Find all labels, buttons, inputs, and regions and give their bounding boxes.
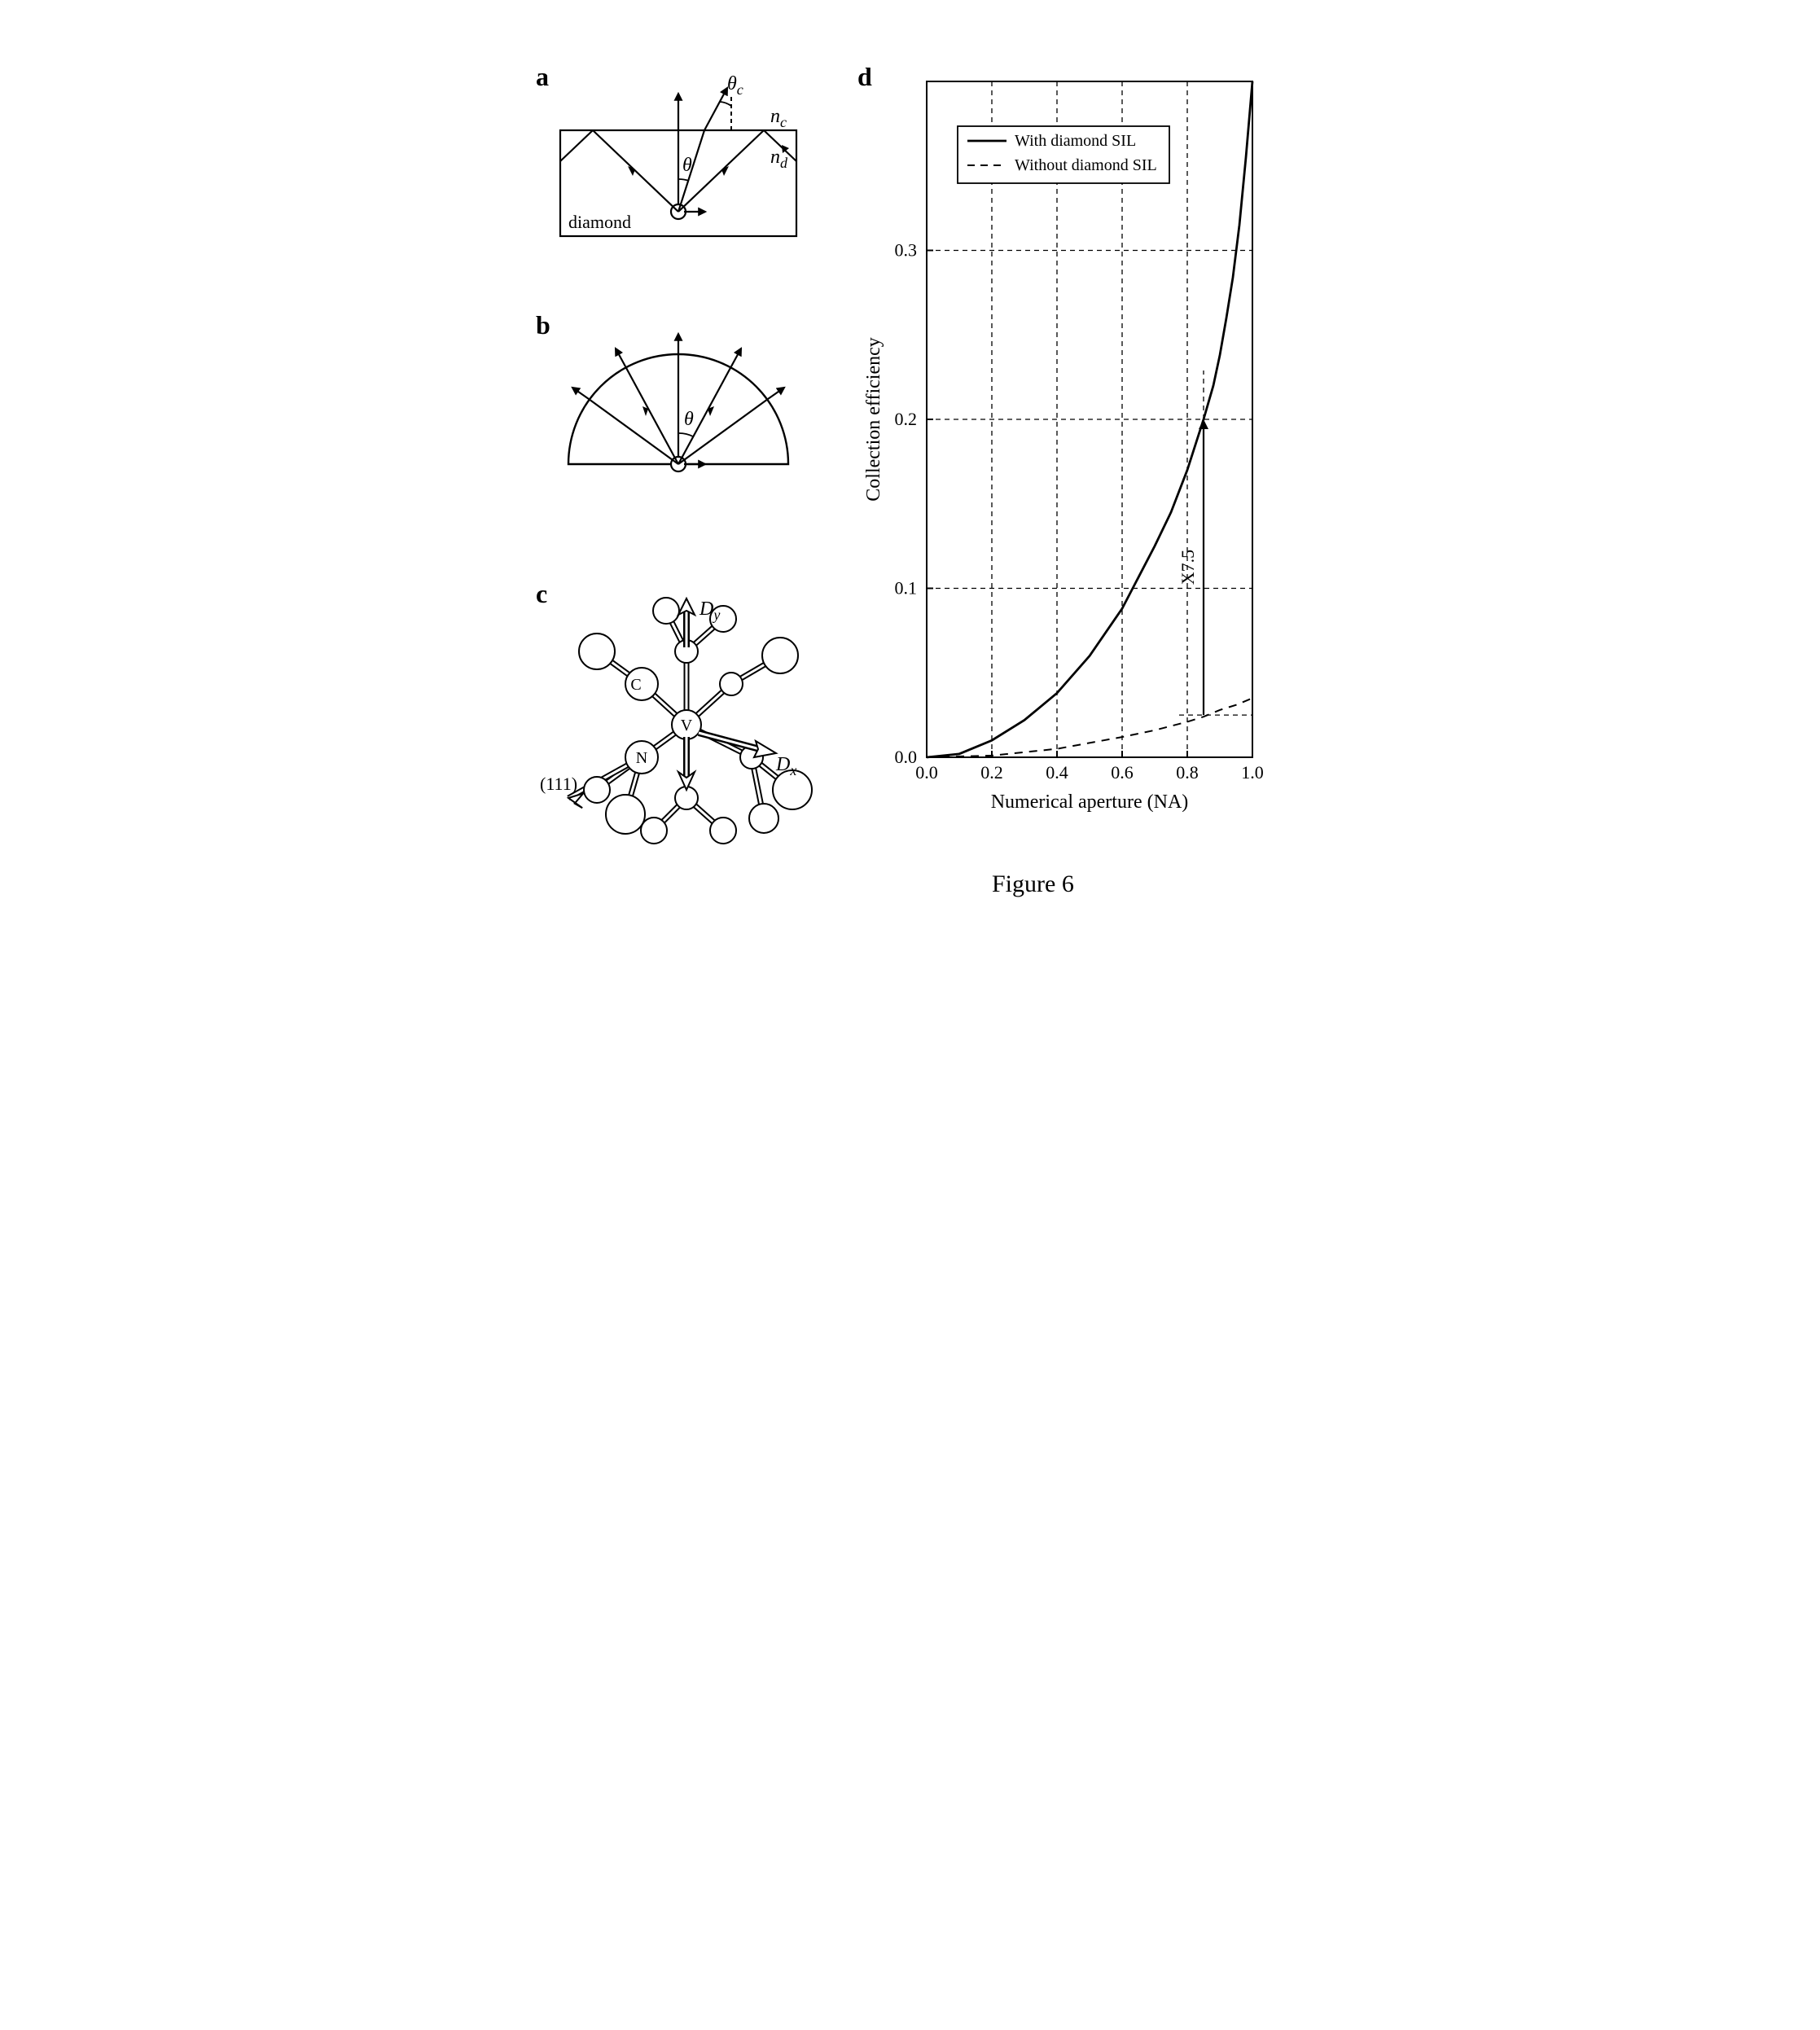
svg-text:0.0: 0.0 (915, 762, 938, 783)
theta-c-label: θc (727, 73, 743, 98)
panel-label-a: a (536, 62, 549, 91)
n-atom-label: N (635, 749, 647, 767)
theta-label-b: θ (684, 409, 694, 430)
svg-text:0.8: 0.8 (1176, 762, 1199, 783)
svg-text:X7.5: X7.5 (1178, 550, 1198, 585)
svg-text:Numerical aperture (NA): Numerical aperture (NA) (990, 791, 1188, 813)
svg-text:0.3: 0.3 (894, 240, 917, 261)
plane-111: (111) (540, 774, 577, 794)
figure-6: a diamond θ θc nc nd b (503, 33, 1285, 904)
svg-text:0.6: 0.6 (1111, 762, 1134, 783)
v-atom-label: V (680, 717, 692, 734)
panel-a: diamond θ θc nc nd (560, 73, 796, 236)
panel-d-chart: 0.0 0.2 0.4 0.6 0.8 1.0 0.0 0.1 0.2 0.3 Numerical … (863, 81, 1264, 813)
panel-label-c: c (536, 579, 547, 608)
dy-label: Dy (699, 598, 720, 623)
svg-text:0.1: 0.1 (894, 578, 917, 598)
svg-text:With diamond SIL: With diamond SIL (1015, 132, 1136, 150)
panel-label-d: d (857, 62, 872, 91)
svg-text:0.4: 0.4 (1046, 762, 1068, 783)
panel-b: θ (568, 334, 788, 471)
diamond-label: diamond (568, 212, 631, 232)
panel-label-b: b (536, 310, 550, 340)
svg-text:Without diamond SIL: Without diamond SIL (1015, 156, 1157, 174)
panel-c: C N V Dy Dx (111) (540, 598, 812, 844)
svg-text:0.0: 0.0 (894, 747, 917, 767)
theta-label: θ (682, 155, 692, 176)
svg-text:1.0: 1.0 (1241, 762, 1264, 783)
figure-caption: Figure 6 (992, 870, 1074, 897)
c-atom-label: C (630, 676, 641, 694)
n-c-label: nc (770, 106, 787, 130)
svg-text:Collection efficiency: Collection efficiency (863, 337, 884, 501)
svg-text:0.2: 0.2 (894, 409, 917, 429)
svg-text:0.2: 0.2 (980, 762, 1003, 783)
dx-label: Dx (775, 754, 796, 778)
